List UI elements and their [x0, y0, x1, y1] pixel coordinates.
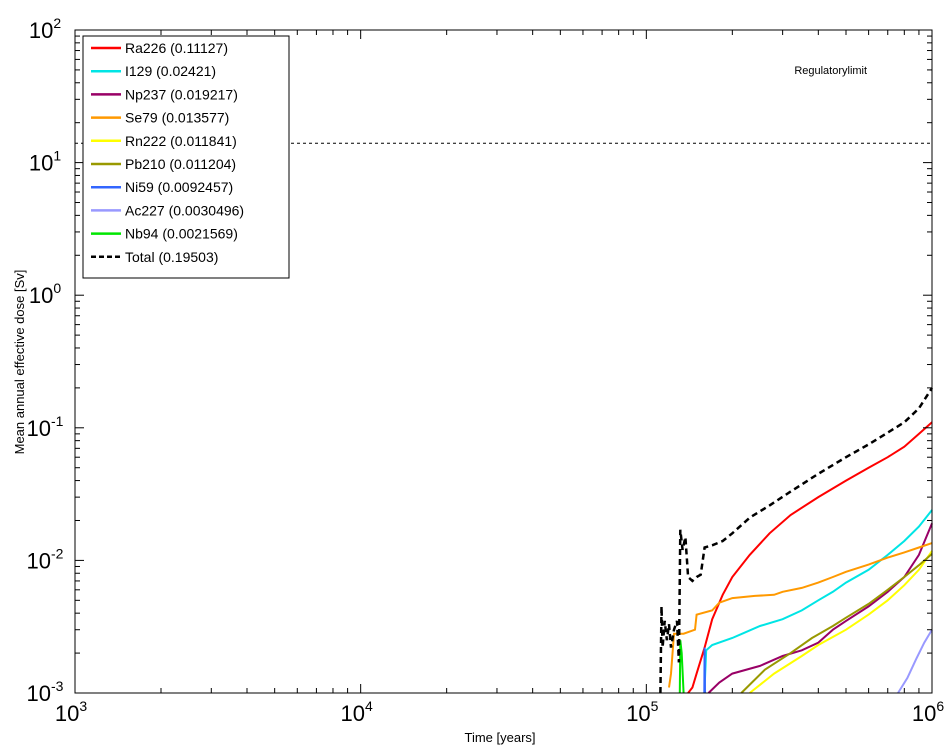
y-tick-label: 10-3: [27, 678, 64, 706]
legend-label-2: Np237 (0.019217): [125, 86, 238, 102]
series-line-9: [659, 387, 934, 694]
plot-frame: [74, 29, 933, 694]
series-line-6: [703, 647, 706, 694]
x-tick-label: 105: [626, 698, 658, 726]
series-layer: [659, 387, 934, 694]
legend-label-5: Pb210 (0.011204): [125, 156, 236, 172]
legend-label-0: Ra226 (0.11127): [125, 40, 228, 56]
annotation-regulatory-limit: Regulatorylimit: [794, 65, 867, 77]
legend-label-3: Se79 (0.013577): [125, 110, 229, 126]
series-line-3: [668, 542, 933, 688]
series-line-8: [678, 640, 685, 694]
series-line-0: [687, 421, 933, 694]
legend-label-8: Nb94 (0.0021569): [125, 226, 238, 242]
legend-box: [82, 35, 290, 279]
legend-label-1: I129 (0.02421): [125, 63, 216, 79]
series-line-5: [740, 553, 933, 694]
y-tick-label: 10-2: [27, 545, 64, 573]
y-tick-label: 100: [29, 280, 61, 308]
legend-label-6: Ni59 (0.0092457): [125, 179, 233, 195]
x-tick-label: 103: [55, 698, 87, 726]
y-tick-label: 10-1: [27, 413, 64, 441]
x-axis-label: Time [years]: [464, 730, 535, 745]
legend: Ra226 (0.11127) I129 (0.02421) Np237 (0.01…: [82, 35, 290, 279]
legend-label-7: Ac227 (0.0030496): [125, 202, 244, 218]
y-axis-label: Mean annual effective dose [Sv]: [12, 270, 27, 455]
series-line-4: [749, 550, 933, 694]
series-line-2: [707, 523, 933, 694]
y-tick-label: 101: [29, 148, 61, 176]
legend-label-4: Rn222 (0.011841): [125, 133, 237, 149]
y-tick-label: 102: [29, 15, 61, 43]
ticks-layer: 103 104 105 106 10-3 10-2 10-1 100 101 102: [27, 15, 945, 726]
x-tick-label: 104: [341, 698, 373, 726]
series-line-7: [897, 629, 933, 694]
series-line-1: [703, 509, 933, 688]
legend-label-9: Total (0.19503): [125, 249, 218, 265]
x-tick-label: 106: [912, 698, 944, 726]
